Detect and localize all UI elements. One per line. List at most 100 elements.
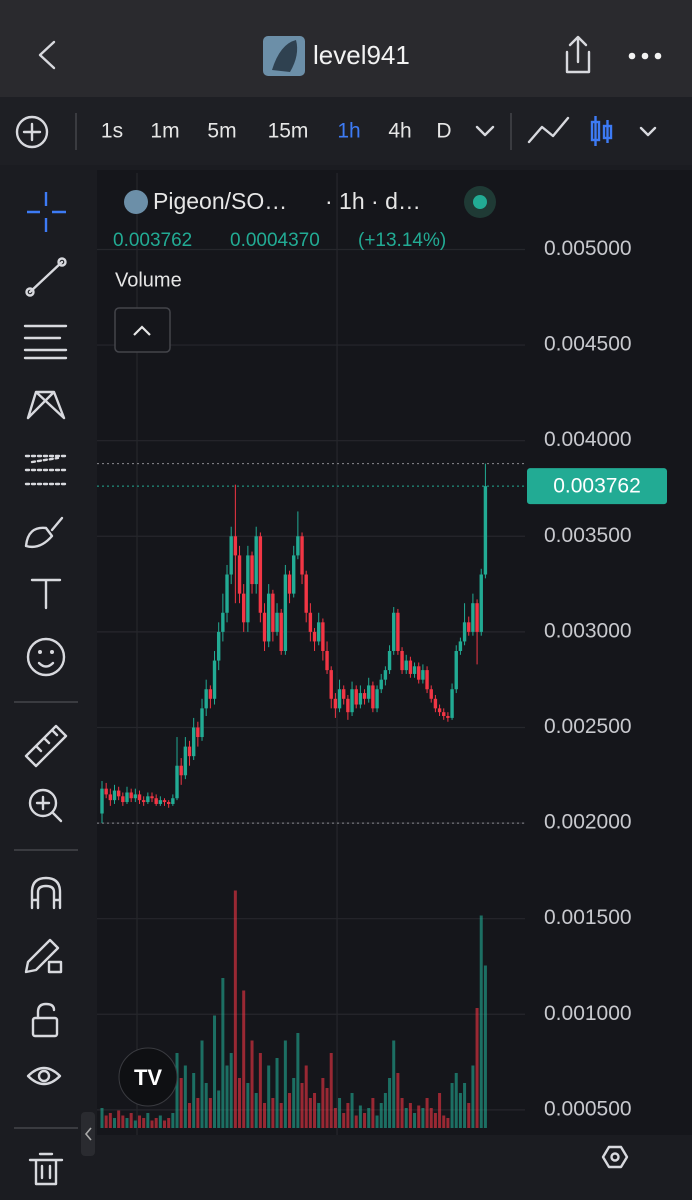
- chart-pane: [97, 170, 692, 1135]
- candle-body: [367, 685, 371, 699]
- logo-mark: TV: [134, 1065, 162, 1090]
- prediction-tool[interactable]: [24, 454, 68, 486]
- header-title: level941: [313, 40, 410, 70]
- volume-bar: [221, 978, 225, 1128]
- candle-body: [233, 536, 238, 556]
- text-tool[interactable]: [30, 578, 62, 610]
- crosshair-tool[interactable]: [27, 192, 66, 232]
- brush-tool[interactable]: [24, 516, 64, 549]
- volume-bar: [138, 1115, 142, 1128]
- candle-body: [446, 716, 450, 718]
- line-chart-button[interactable]: [527, 116, 570, 144]
- fib-tool[interactable]: [23, 324, 68, 360]
- candle-body: [162, 800, 167, 803]
- candle-body: [483, 486, 488, 575]
- more-button[interactable]: [628, 52, 662, 60]
- volume-bar: [442, 1115, 446, 1128]
- candle-body: [258, 536, 263, 613]
- interval-button[interactable]: 1h: [337, 120, 360, 143]
- volume-bar: [296, 1033, 300, 1128]
- volume-bar: [354, 1115, 358, 1128]
- candle-body: [104, 788, 108, 795]
- volume-bar: [338, 1098, 342, 1128]
- collapse-legend[interactable]: [114, 307, 171, 353]
- candle-body: [329, 670, 333, 699]
- volume-bar: [446, 1118, 450, 1128]
- magnet-tool[interactable]: [30, 876, 62, 910]
- volume-bar: [200, 1040, 204, 1128]
- volume-bar: [129, 1113, 133, 1128]
- volume-bar: [246, 1083, 250, 1128]
- study-name: Volume: [115, 269, 182, 291]
- volume-bar: [371, 1098, 375, 1128]
- volume-bar: [458, 1093, 462, 1128]
- volume-bar: [475, 1008, 479, 1128]
- delete-tool[interactable]: [28, 1152, 64, 1186]
- add-indicator[interactable]: [15, 115, 49, 149]
- candle-body: [204, 689, 208, 709]
- volume-bar: [213, 1015, 217, 1128]
- volume-bar: [179, 1078, 183, 1128]
- volume-bar: [479, 915, 483, 1128]
- volume-bar: [158, 1115, 162, 1128]
- volume-bar: [254, 1093, 258, 1128]
- candle-body: [437, 708, 442, 713]
- interval-button[interactable]: 15m: [268, 120, 309, 143]
- candle-body: [129, 792, 133, 799]
- volume-bar: [408, 1103, 412, 1128]
- emoji-tool[interactable]: [26, 637, 66, 677]
- candle-body: [379, 679, 383, 690]
- volume-bar: [329, 1053, 333, 1128]
- volume-bar: [263, 1103, 267, 1128]
- collapse-button[interactable]: [81, 1112, 95, 1156]
- ruler-tool[interactable]: [24, 724, 68, 768]
- trend-line-tool[interactable]: [25, 257, 67, 297]
- interval-button[interactable]: 1s: [101, 120, 123, 143]
- candle-body: [175, 765, 179, 799]
- volume-bar: [275, 1058, 279, 1128]
- candle-body: [112, 790, 117, 801]
- collapse-arrow: [84, 1127, 92, 1141]
- lock-tool[interactable]: [31, 1002, 59, 1038]
- candle-body: [108, 794, 113, 801]
- candle-body: [121, 796, 125, 803]
- lock-drawing-tool[interactable]: [24, 938, 63, 974]
- visibility-tool[interactable]: [26, 1066, 62, 1086]
- y-tick-label: 0.003500: [544, 524, 632, 547]
- candle-body: [333, 698, 338, 709]
- y-tick-label: 0.002000: [544, 811, 632, 834]
- interval-button[interactable]: D: [436, 120, 451, 143]
- settings-button[interactable]: [601, 1145, 629, 1169]
- candle-body: [116, 790, 121, 797]
- last-price-label: 0.003762: [553, 475, 641, 498]
- zoom-tool[interactable]: [28, 788, 63, 823]
- share-button[interactable]: [565, 35, 591, 74]
- interval-button[interactable]: 4h: [388, 120, 411, 143]
- volume-bar: [117, 1110, 121, 1128]
- volume-bar: [233, 890, 237, 1128]
- candle-body: [133, 794, 138, 799]
- volume-bar: [142, 1118, 146, 1128]
- interval-dropdown[interactable]: [475, 125, 495, 137]
- chart-type-dropdown[interactable]: [639, 126, 657, 137]
- back-button[interactable]: [38, 40, 56, 70]
- candle-body: [125, 792, 129, 803]
- volume-bar: [271, 1098, 275, 1128]
- candle-body: [208, 689, 213, 699]
- candle-body: [304, 574, 308, 613]
- candle-body: [196, 727, 200, 738]
- candle-body: [433, 698, 438, 709]
- interval-button[interactable]: 5m: [207, 120, 236, 143]
- legend-symbol: Pigeon/SO…: [153, 188, 287, 214]
- candle-body: [267, 593, 271, 642]
- candle-body: [312, 631, 317, 642]
- interval-button[interactable]: 1m: [150, 120, 179, 143]
- candle-body: [191, 727, 196, 757]
- candle-chart-button[interactable]: [590, 116, 613, 146]
- candle-body: [154, 798, 158, 804]
- pattern-tool[interactable]: [26, 390, 66, 420]
- candle-body: [212, 660, 217, 699]
- volume-bar: [133, 1120, 137, 1128]
- volume-bar: [313, 1093, 317, 1128]
